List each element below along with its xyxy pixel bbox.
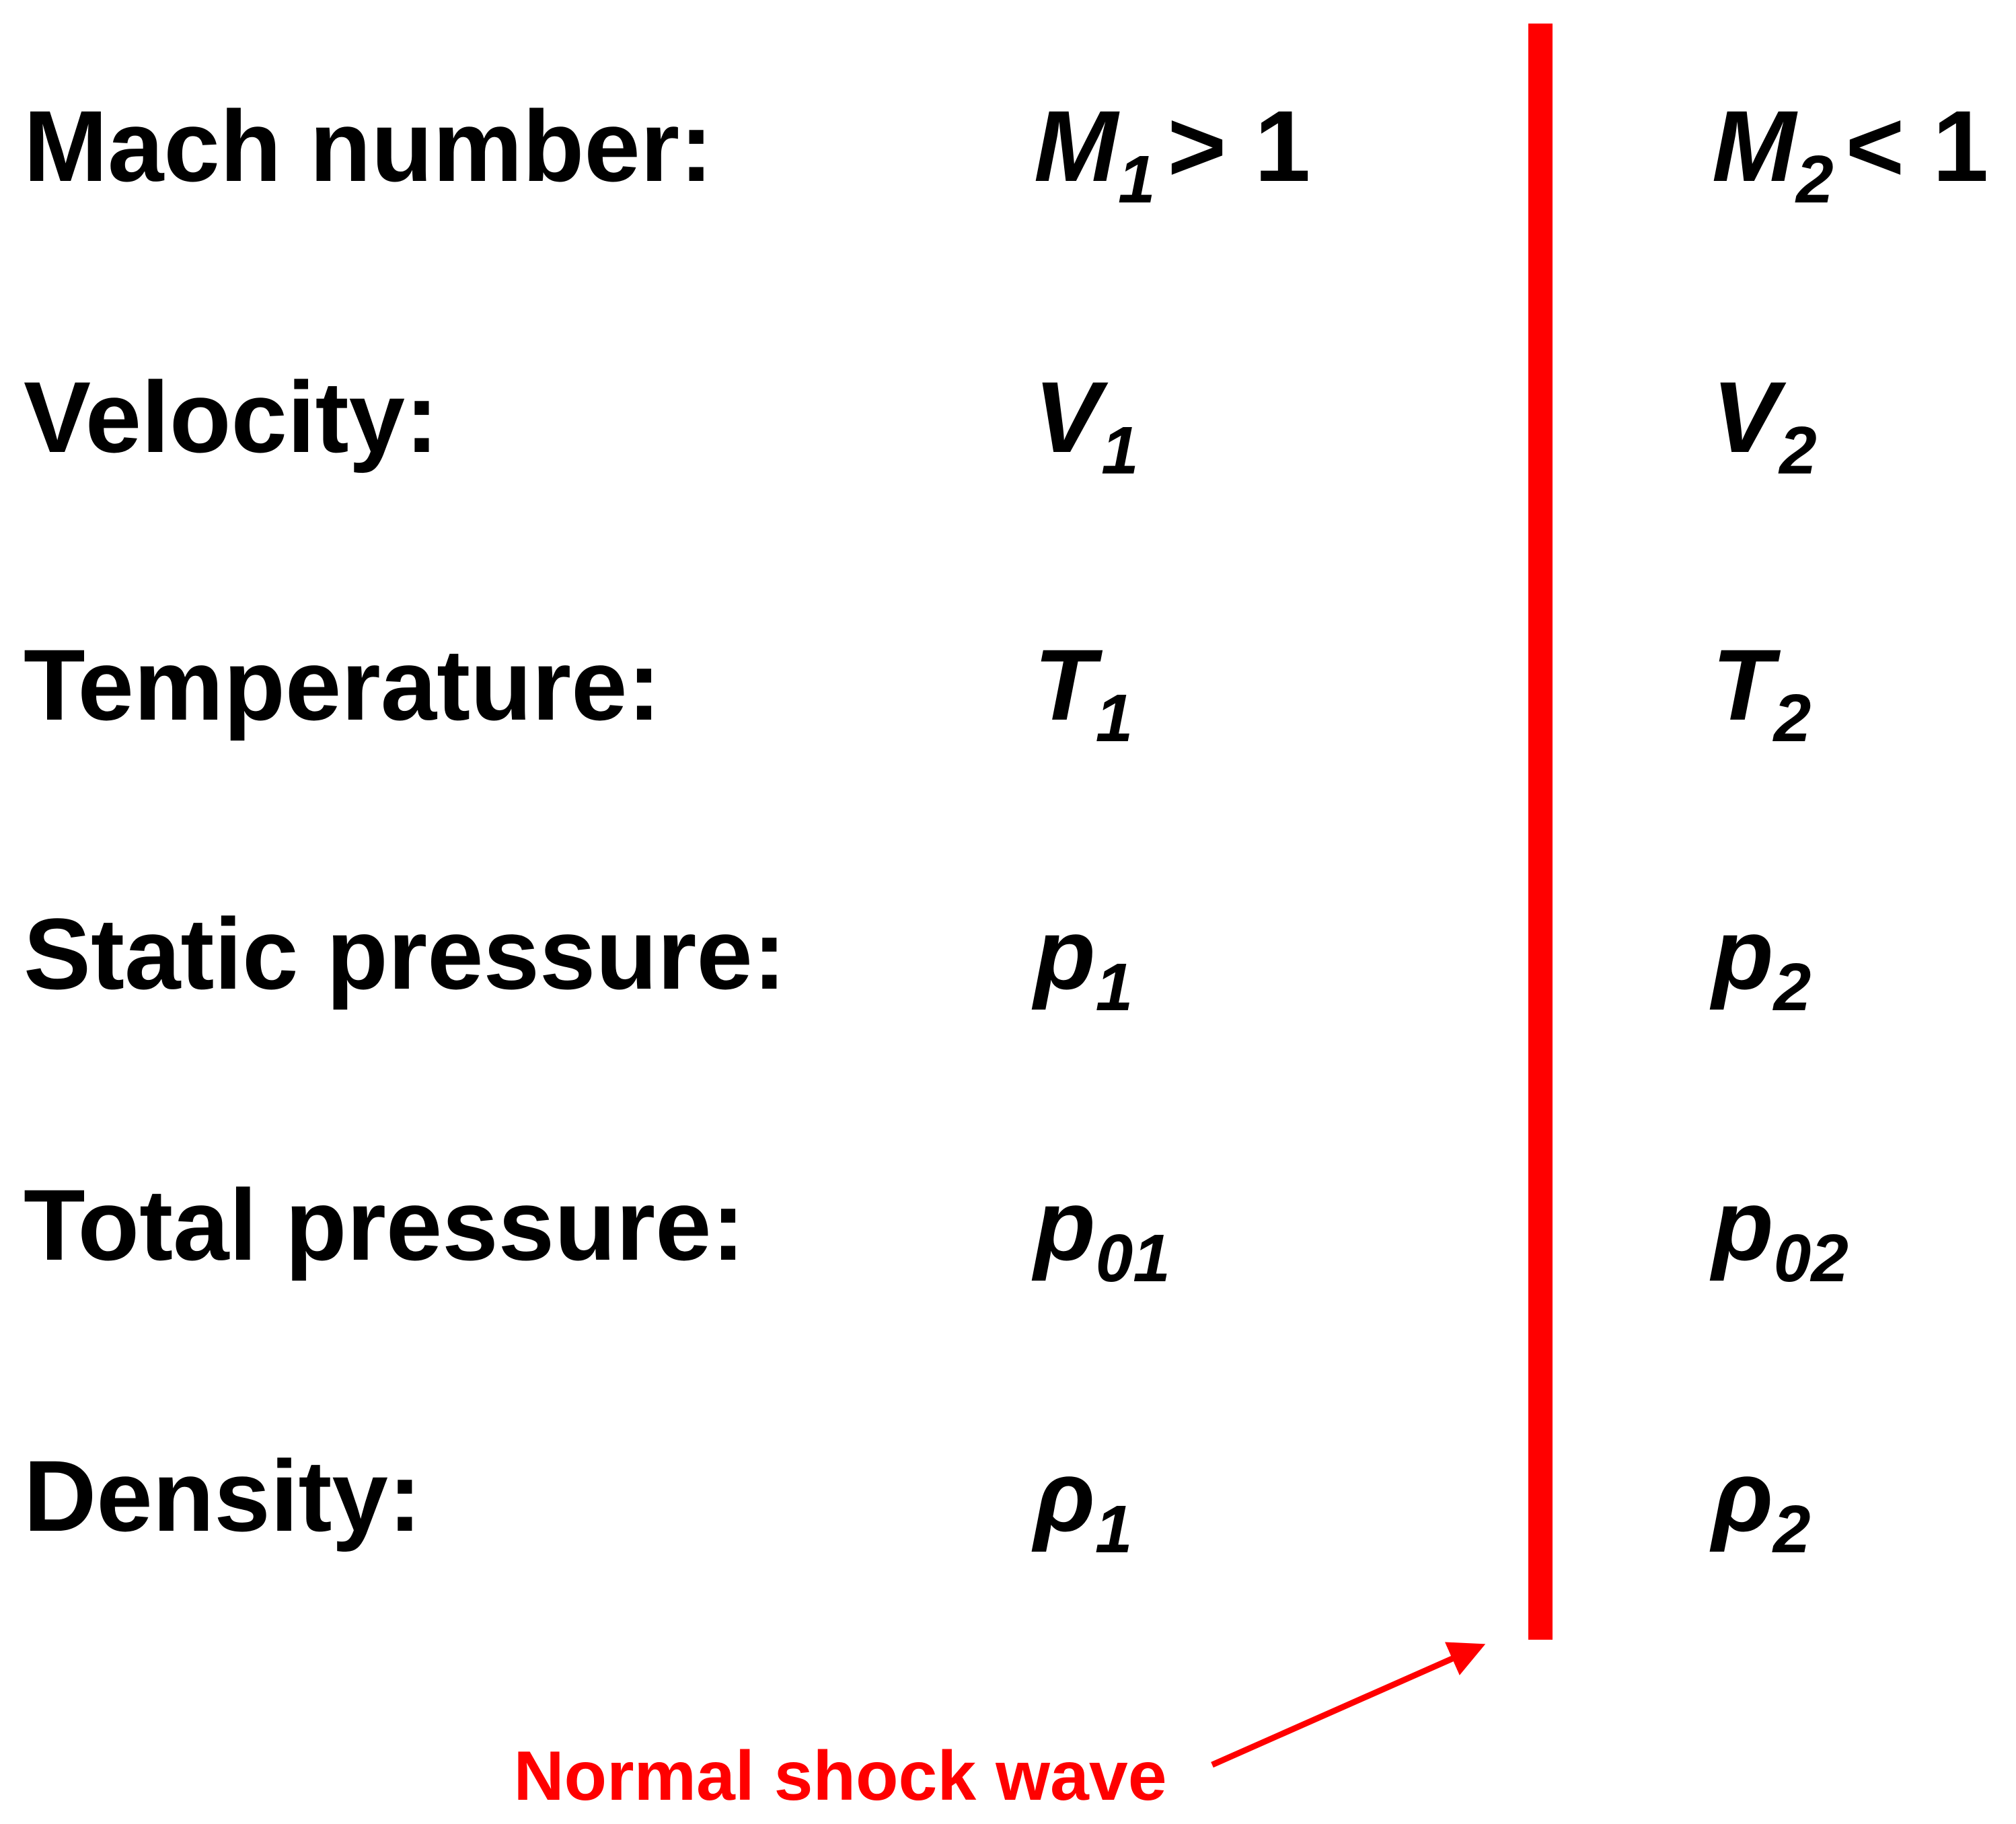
symbol: p — [1709, 1168, 1774, 1281]
subscript: 1 — [1095, 1492, 1133, 1567]
upstream-symbol: V1 — [1034, 360, 1139, 488]
row-label: Mach number: — [24, 89, 713, 202]
downstream-symbol: p02 — [1709, 1168, 1849, 1296]
downstream-symbol: p2 — [1709, 897, 1811, 1025]
subscript: 2 — [1772, 1492, 1811, 1567]
row-label: Static pressure: — [24, 897, 786, 1010]
symbol: T — [1034, 628, 1103, 741]
subscript: 2 — [1772, 681, 1812, 756]
upstream-symbol: T1 — [1034, 628, 1133, 756]
downstream-symbol: T2 — [1712, 628, 1811, 756]
shock-label: Normal shock wave — [513, 1737, 1166, 1815]
row-label: Temperature: — [24, 628, 661, 741]
subscript: 1 — [1118, 142, 1156, 217]
symbol: p — [1031, 897, 1096, 1010]
symbol: M — [1034, 89, 1120, 202]
row-label: Velocity: — [24, 360, 439, 473]
subscript: 2 — [1795, 142, 1834, 217]
symbol: V — [1034, 360, 1109, 473]
symbol: p — [1031, 1168, 1096, 1281]
symbol: ρ — [1709, 1439, 1773, 1552]
downstream-symbol: V2 — [1712, 360, 1817, 488]
relation: > 1 — [1168, 89, 1311, 202]
subscript: 1 — [1101, 413, 1139, 488]
upstream-symbol: ρ1 — [1031, 1439, 1132, 1567]
row-label: Density: — [24, 1439, 422, 1552]
subscript: 01 — [1096, 1221, 1170, 1296]
subscript: 2 — [1778, 413, 1817, 488]
symbol: T — [1712, 628, 1781, 741]
subscript: 02 — [1774, 1221, 1849, 1296]
symbol: ρ — [1031, 1439, 1095, 1552]
subscript: 2 — [1772, 950, 1812, 1025]
upstream-symbol: M1 > 1 — [1034, 89, 1310, 217]
upstream-symbol: p01 — [1031, 1168, 1170, 1296]
symbol: V — [1712, 360, 1787, 473]
shock-arrow — [1211, 1642, 1486, 1768]
subscript: 1 — [1096, 950, 1133, 1025]
downstream-symbol: ρ2 — [1709, 1439, 1810, 1567]
row-label: Total pressure: — [24, 1168, 745, 1281]
upstream-symbol: p1 — [1031, 897, 1133, 1025]
downstream-symbol: M2 < 1 — [1712, 89, 1988, 217]
symbol: M — [1712, 89, 1798, 202]
symbol: p — [1709, 897, 1774, 1010]
subscript: 1 — [1096, 681, 1133, 756]
relation: < 1 — [1846, 89, 1989, 202]
